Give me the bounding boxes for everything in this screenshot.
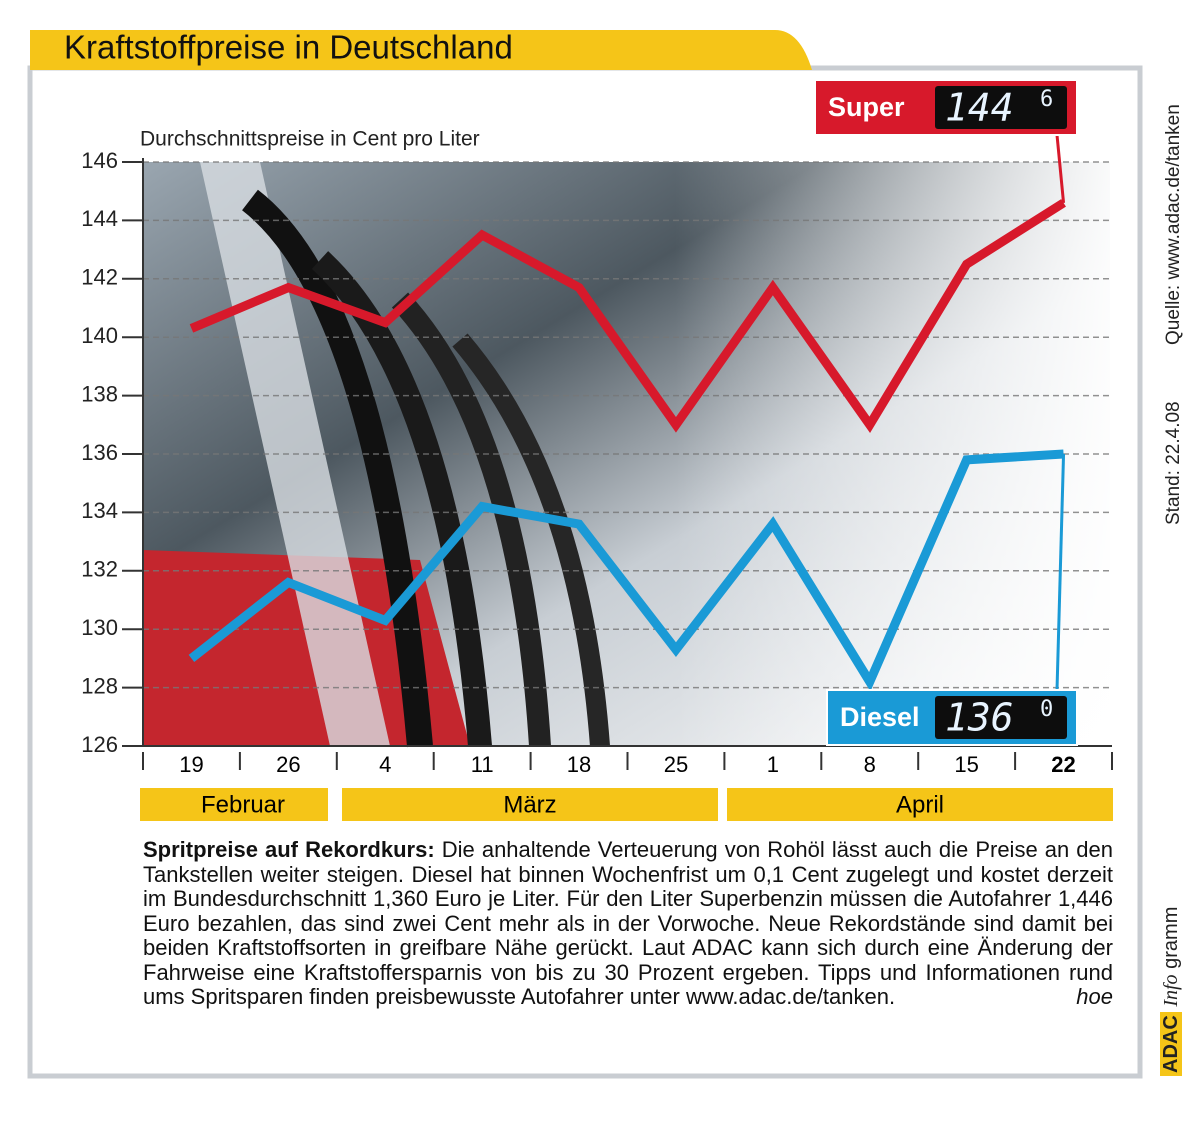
month-label: Februar bbox=[201, 791, 285, 818]
y-tick-label: 128 bbox=[81, 673, 118, 698]
x-tick-label: 4 bbox=[379, 752, 391, 777]
source: Quelle: www.adac.de/tanken bbox=[1163, 104, 1184, 345]
logo-info: Info bbox=[1160, 974, 1182, 1007]
legend-label: Diesel bbox=[840, 702, 920, 732]
month-label: April bbox=[896, 791, 944, 818]
badge-connector bbox=[1055, 453, 1066, 691]
y-tick-label: 132 bbox=[81, 557, 118, 582]
y-tick-label: 140 bbox=[81, 323, 118, 348]
title: Kraftstoffpreise in Deutschland bbox=[64, 29, 513, 66]
month-bar bbox=[342, 788, 718, 821]
series-line bbox=[189, 199, 1066, 434]
y-tick-label: 134 bbox=[81, 498, 118, 523]
x-tick-label: 1 bbox=[767, 752, 779, 777]
series-line bbox=[188, 449, 1064, 692]
date-stamp: Stand: 22.4.08 bbox=[1163, 401, 1184, 525]
logo-brand: ADAC bbox=[1160, 1012, 1182, 1076]
y-axis-title: Durchschnittspreise in Cent pro Liter bbox=[140, 128, 480, 151]
logo-gramm: gramm bbox=[1160, 906, 1182, 969]
y-tick-label: 126 bbox=[81, 732, 118, 757]
y-tick-label: 144 bbox=[81, 206, 118, 231]
y-tick-label: 130 bbox=[81, 615, 118, 640]
signature: hoe bbox=[1076, 984, 1113, 1009]
x-tick-label: 8 bbox=[864, 752, 876, 777]
month-bar bbox=[727, 788, 1113, 821]
x-tick-label: 15 bbox=[954, 752, 978, 777]
month-bar bbox=[140, 788, 328, 821]
display-box bbox=[935, 86, 1067, 129]
x-tick-label: 18 bbox=[567, 752, 591, 777]
month-label: März bbox=[503, 791, 556, 818]
y-tick-label: 138 bbox=[81, 381, 118, 406]
x-tick-label: 25 bbox=[664, 752, 688, 777]
x-tick-label: 19 bbox=[179, 752, 203, 777]
lead: Spritpreise auf Rekordkurs: bbox=[143, 837, 435, 862]
legend-label: Super bbox=[828, 92, 905, 122]
article-text: Spritpreise auf Rekordkurs: Die anhalten… bbox=[143, 837, 1113, 1010]
x-tick-label: 22 bbox=[1051, 752, 1075, 777]
x-tick-label: 26 bbox=[276, 752, 300, 777]
display-decimal: 0 bbox=[1040, 697, 1053, 722]
y-tick-label: 146 bbox=[81, 148, 118, 173]
y-tick-label: 142 bbox=[81, 265, 118, 290]
title-tab bbox=[30, 30, 812, 70]
series-badge: Super 144 6 bbox=[814, 79, 1078, 136]
x-tick-label: 11 bbox=[471, 752, 494, 777]
display-decimal: 6 bbox=[1040, 87, 1053, 112]
display-value: 136 bbox=[945, 696, 1014, 740]
badge-connector bbox=[1055, 134, 1066, 204]
display-value: 144 bbox=[945, 86, 1014, 130]
series-badge: Diesel 136 0 bbox=[826, 689, 1078, 746]
y-tick-label: 136 bbox=[81, 440, 118, 465]
display-box bbox=[935, 696, 1067, 739]
body: Die anhaltende Verteuerung von Rohöl läs… bbox=[143, 837, 1113, 1009]
logo: ADAC Info gramm bbox=[1160, 907, 1183, 1076]
